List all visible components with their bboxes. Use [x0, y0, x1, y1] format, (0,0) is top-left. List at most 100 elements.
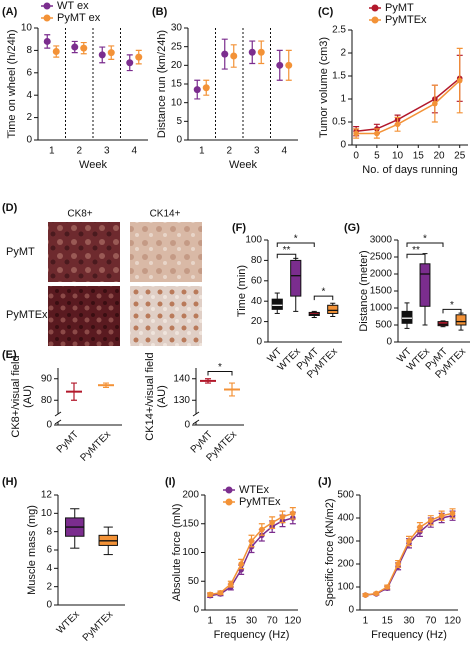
y-tick-label: 10 [171, 97, 183, 108]
y-axis-label: Absolute force (mN) [171, 504, 183, 602]
significance-bracket [313, 295, 334, 301]
x-tick-label: 10 [392, 151, 404, 162]
y-tick-label: 130 [173, 395, 190, 406]
y-tick-label: 2 [46, 581, 52, 592]
significance-label: * [450, 300, 454, 311]
y-tick-label: 0 [46, 600, 52, 611]
significance-label: * [322, 287, 326, 298]
legend-label: PyMT [385, 2, 414, 14]
point [238, 561, 244, 567]
histology-image [48, 222, 120, 282]
histology-image [130, 222, 202, 282]
x-tick-label: 15 [413, 151, 425, 162]
x-tick-label: 120 [444, 616, 461, 627]
point [362, 592, 369, 598]
y-tick-label: 100 [337, 582, 354, 593]
y-tick-label: 90 [41, 373, 53, 384]
x-tick-label: 1 [363, 616, 369, 627]
point [438, 512, 445, 519]
y-tick-label: 0 [348, 605, 354, 616]
axis-break [54, 419, 62, 425]
y-axis-label: CK8+/visual field [10, 355, 22, 437]
panel-label: (E) [2, 349, 17, 361]
significance-bracket [276, 242, 315, 248]
point [257, 48, 265, 56]
significance-bracket [406, 242, 444, 248]
x-tick-label: 120 [284, 616, 301, 627]
y-tick-label: 140 [173, 373, 190, 384]
panel-label: (C) [318, 6, 334, 18]
significance-bracket [442, 308, 462, 314]
x-tick-label: 15 [382, 616, 394, 627]
panel-label: (D) [2, 202, 18, 214]
y-tick-label: 50 [188, 576, 200, 587]
point [290, 510, 296, 517]
y-tick-label: 30 [171, 23, 183, 34]
point [374, 130, 380, 137]
panel-label: (I) [165, 476, 176, 488]
y-tick-label: 100 [245, 235, 262, 246]
point [449, 510, 456, 517]
y-tick-label: 400 [337, 513, 354, 524]
x-axis-label: Week [229, 159, 257, 171]
x-tick-label: WTEx [55, 609, 82, 636]
point [285, 61, 293, 69]
y-tick-label: 15 [171, 79, 183, 90]
y-axis-label: (AU) [156, 385, 168, 408]
y-tick-label: 0 [176, 135, 182, 146]
histology-image [130, 286, 202, 346]
point [135, 53, 143, 61]
point [384, 584, 391, 590]
y-tick-label: 500 [337, 490, 354, 501]
legend-label: PyMTEx [239, 496, 281, 508]
legend-marker [225, 486, 233, 494]
y-axis-label: Tumor volume (cm3) [318, 37, 330, 138]
row-label: PyMT [6, 246, 35, 258]
point [202, 84, 210, 92]
point [207, 591, 213, 598]
y-tick-label: 8 [46, 526, 52, 537]
legend-marker [371, 16, 379, 24]
y-tick-label: 40 [251, 296, 263, 307]
axis-break [54, 411, 62, 417]
axis-break [192, 411, 200, 417]
x-tick-label: 1 [207, 616, 213, 627]
legend-marker [225, 498, 233, 506]
point [71, 43, 79, 51]
y-axis-label: Distance (meter) [358, 250, 370, 331]
x-tick-label: 1 [199, 146, 205, 157]
x-tick-label: 1 [49, 146, 55, 157]
x-axis-label: Frequency (Hz) [214, 629, 290, 641]
panel-label: (A) [2, 6, 18, 18]
y-tick-label: 20 [171, 60, 183, 71]
legend-label: PyMT ex [57, 12, 101, 24]
y-tick-label: 80 [41, 395, 53, 406]
y-tick-label: 0 [193, 605, 199, 616]
y-tick-label: 500 [375, 320, 392, 331]
point [98, 51, 106, 59]
x-tick-label: 2 [226, 146, 232, 157]
y-tick-label: 5 [176, 116, 182, 127]
y-tick-label: 4 [26, 90, 32, 101]
box [327, 304, 339, 314]
significance-label: ** [283, 245, 291, 256]
significance-label: ** [412, 245, 420, 256]
point [248, 48, 256, 56]
x-axis-label: No. of days running [362, 164, 457, 176]
y-tick-label: 0 [26, 135, 32, 146]
significance-bracket [207, 370, 233, 376]
y-tick-label: 25 [171, 41, 183, 52]
y-tick-label: 1500 [370, 286, 393, 297]
point [353, 130, 359, 137]
y-tick-label: 2 [26, 112, 32, 123]
point [406, 538, 412, 544]
y-tick-label: 4 [46, 563, 52, 574]
point [417, 524, 423, 530]
y-tick-label: 20 [251, 316, 263, 327]
point [432, 100, 438, 107]
y-tick-label: 1 [340, 94, 346, 105]
x-tick-label: 20 [433, 151, 445, 162]
axis-break [192, 419, 200, 425]
x-tick-label: 30 [403, 616, 415, 627]
